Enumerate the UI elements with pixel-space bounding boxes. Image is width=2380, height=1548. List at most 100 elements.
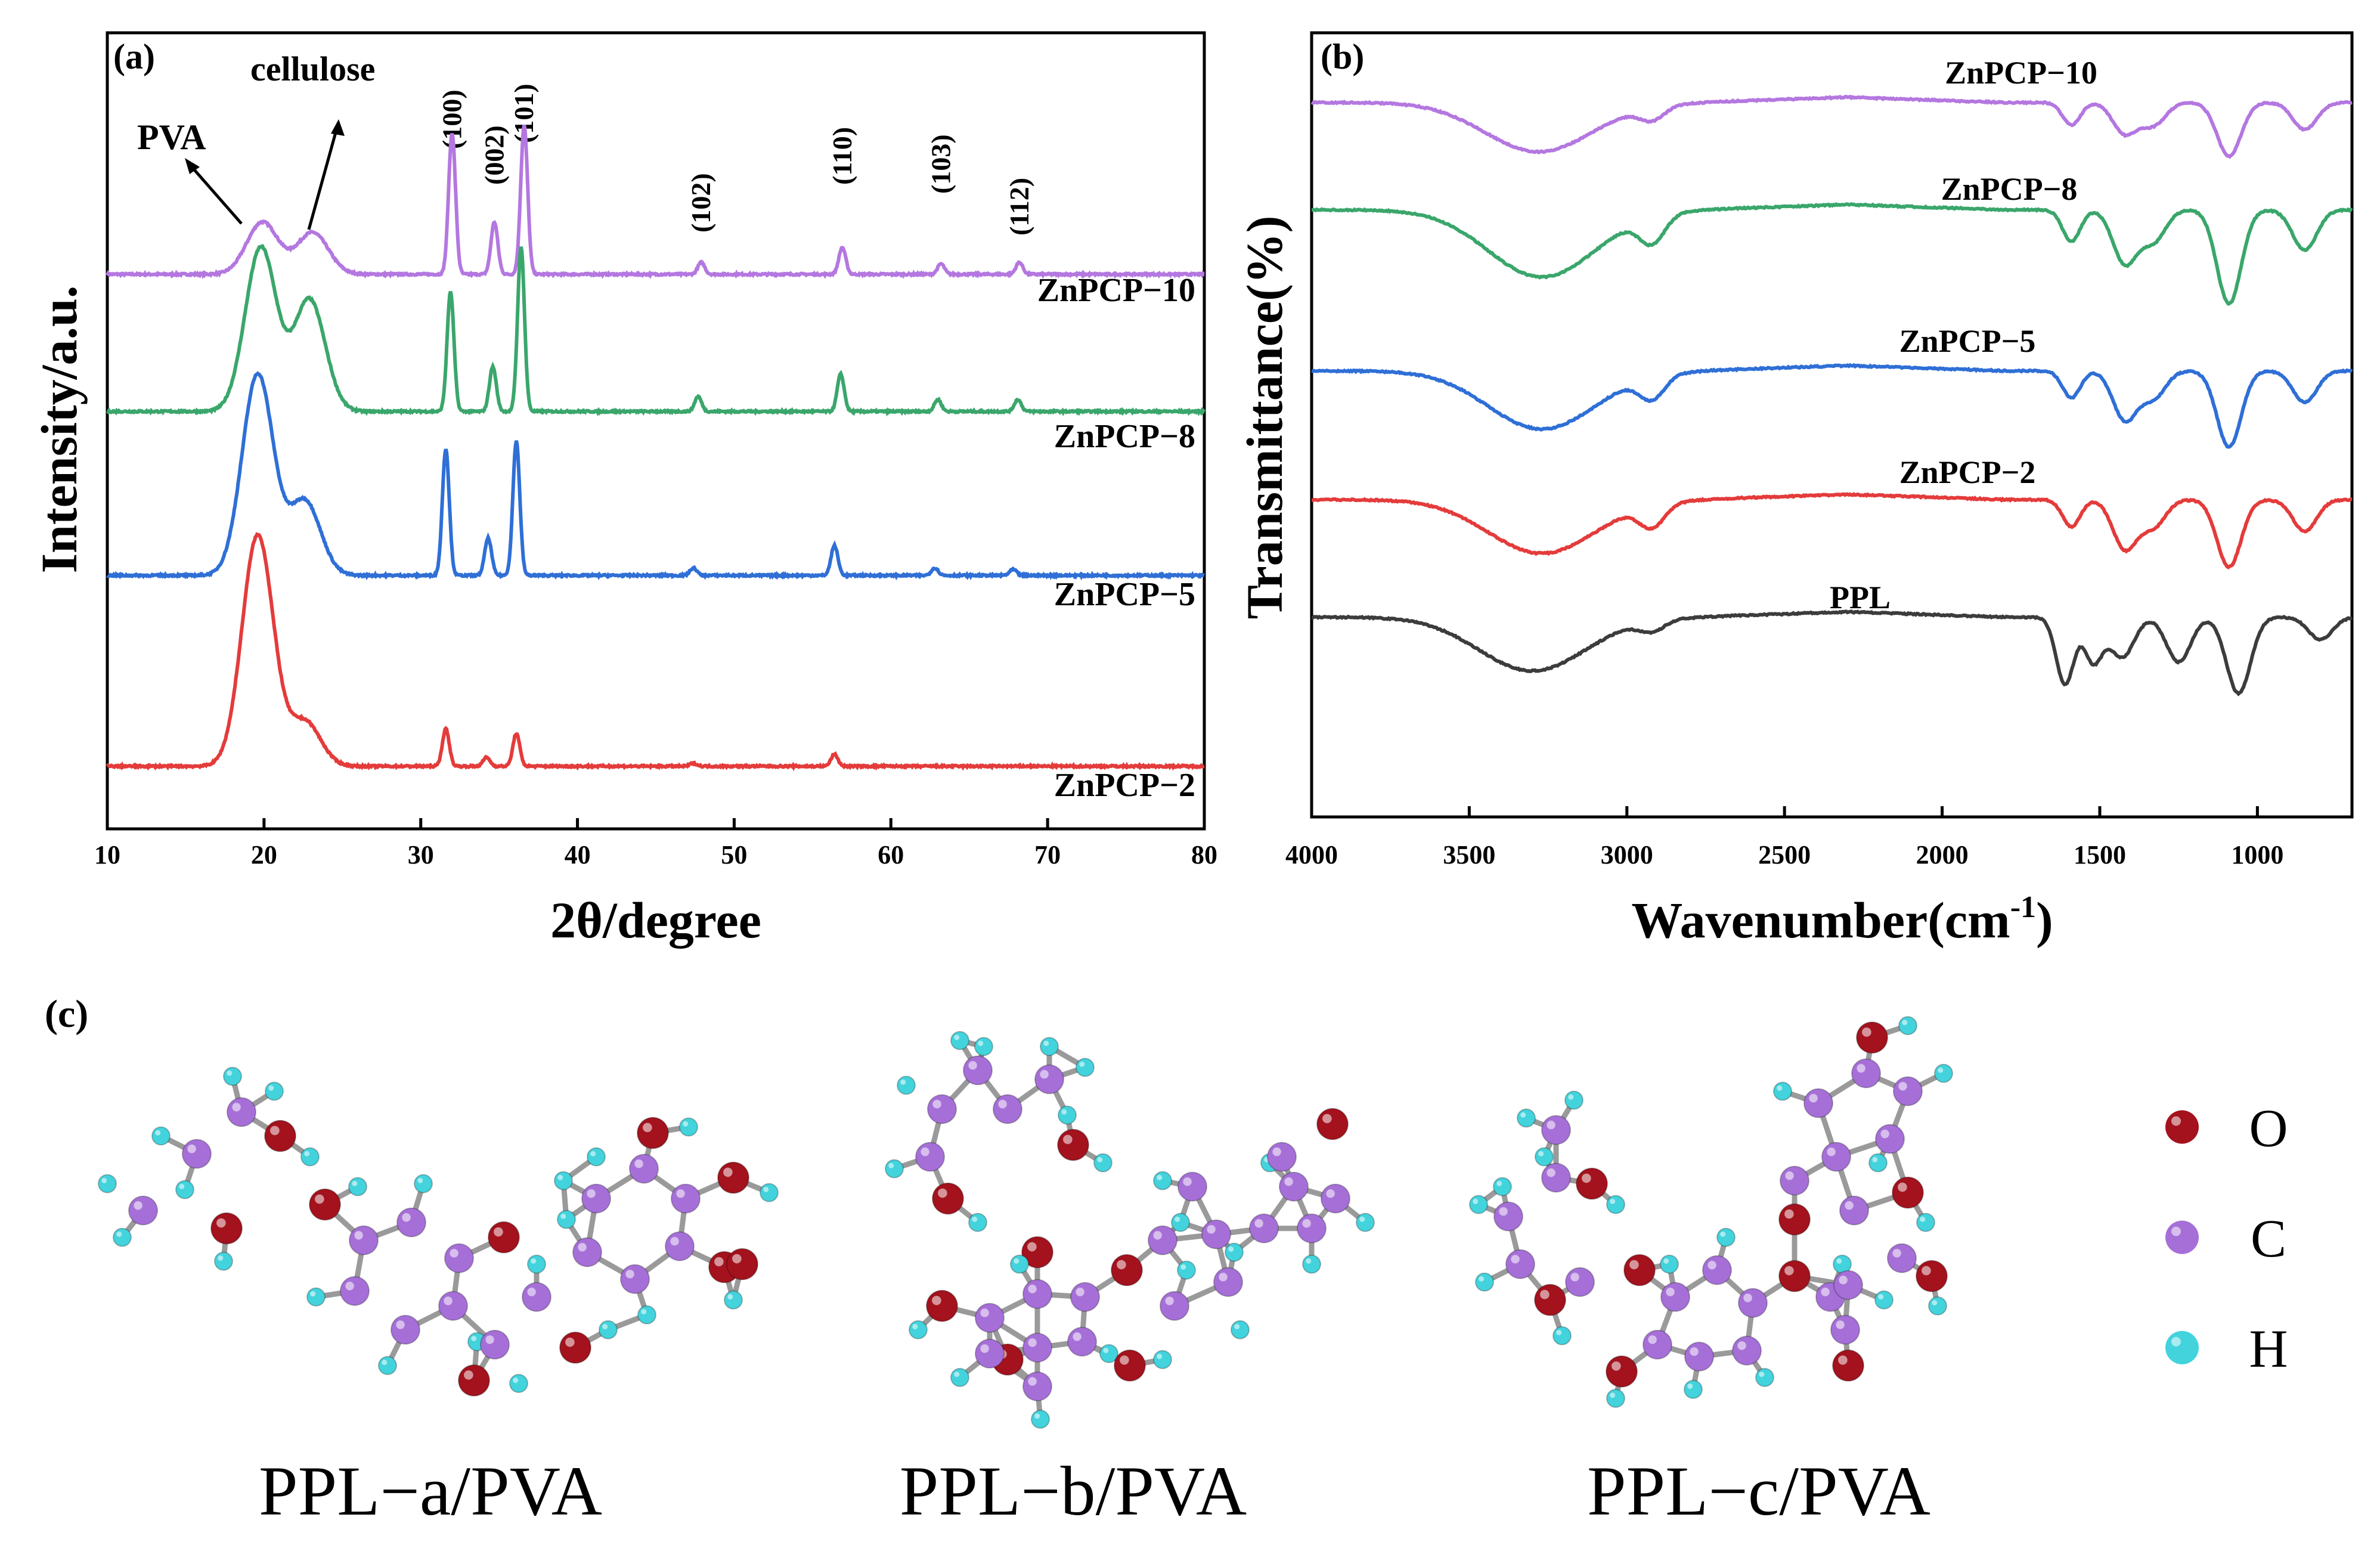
plane-label: (002): [479, 125, 509, 185]
x-axis-title-b-end: ): [2036, 891, 2053, 949]
legend-swatch-c: [2165, 1221, 2199, 1254]
atom-h: [214, 1252, 233, 1271]
atom-c: [1851, 1058, 1881, 1088]
atom-highlight: [1496, 1181, 1502, 1187]
atom-c: [1177, 1172, 1207, 1202]
atom-highlight: [1014, 1258, 1019, 1264]
atom-highlight: [1547, 1168, 1555, 1177]
atom-highlight: [1538, 1151, 1544, 1157]
atom-highlight: [1898, 1182, 1907, 1192]
atom-highlight: [1234, 1324, 1240, 1330]
atom-highlight: [1836, 1320, 1845, 1329]
atom-highlight: [310, 1291, 316, 1297]
atom-highlight: [402, 1213, 411, 1222]
ftir-series-2: [1311, 363, 2353, 449]
atom-h: [1606, 1195, 1625, 1214]
atom-c: [1732, 1336, 1762, 1366]
ftir-series-label-0: ZnPCP−10: [1945, 55, 2097, 91]
x-axis-title-b-main: Wavenumber(cm: [1631, 891, 2010, 949]
atom-h: [414, 1174, 433, 1193]
atom-c: [1070, 1282, 1100, 1312]
atom-highlight: [954, 1035, 960, 1041]
atom-highlight: [1076, 1287, 1084, 1296]
atom-highlight: [1610, 1392, 1616, 1398]
atom-highlight: [1759, 1371, 1765, 1377]
molecule-2: [1469, 1016, 1953, 1408]
atom-o: [926, 1290, 958, 1322]
atom-c: [1279, 1172, 1309, 1202]
atom-highlight: [1687, 1383, 1693, 1389]
atom-c: [340, 1276, 370, 1306]
atom-highlight: [578, 1243, 587, 1252]
atom-highlight: [1582, 1174, 1591, 1183]
atom-h: [348, 1177, 367, 1196]
atom-c: [1839, 1196, 1869, 1225]
atom-highlight: [954, 1371, 960, 1377]
atom-o: [637, 1117, 669, 1149]
atom-c: [1160, 1291, 1189, 1321]
legend-swatch-highlight: [2171, 1337, 2181, 1346]
atom-highlight: [1648, 1335, 1657, 1344]
atom-h: [1153, 1171, 1172, 1190]
atom-h: [1040, 1037, 1059, 1056]
atom-o: [1778, 1203, 1811, 1236]
cellulose-arrow: [307, 128, 339, 230]
molecule-models: [98, 1016, 1953, 1429]
atom-highlight: [1922, 1266, 1931, 1275]
atom-c: [438, 1291, 468, 1321]
atom-highlight: [179, 1184, 185, 1190]
plane-label: (103): [925, 134, 956, 194]
atom-h: [1493, 1177, 1512, 1196]
atom-c: [1738, 1288, 1768, 1318]
atom-c: [1821, 1142, 1851, 1172]
atom-highlight: [625, 1270, 634, 1278]
atom-highlight: [980, 1344, 989, 1353]
atom-c: [1893, 1076, 1923, 1106]
atom-h: [1076, 1058, 1095, 1077]
panel-a-frame: [106, 31, 1206, 831]
atom-highlight: [1690, 1347, 1699, 1356]
atom-highlight: [1254, 1219, 1263, 1228]
atom-highlight: [1473, 1199, 1479, 1205]
atom-highlight: [560, 1213, 566, 1219]
molecule-0: [98, 1067, 779, 1397]
atom-highlight: [938, 1188, 947, 1198]
atom-h: [113, 1228, 132, 1247]
cellulose-annotation: cellulose: [250, 49, 375, 88]
atom-c: [1022, 1279, 1052, 1309]
atom-h: [1535, 1147, 1554, 1166]
atom-highlight: [450, 1249, 458, 1258]
atom-c: [128, 1196, 158, 1225]
atom-c: [963, 1055, 993, 1085]
panel-c-structures: (c) PPL−a/PVA PPL−b/PVA PPL−c/PVA OCH: [45, 992, 2288, 1530]
cellulose-arrowhead: [331, 119, 345, 136]
x-tick-label-a: 10: [94, 840, 120, 869]
atom-h: [1773, 1082, 1792, 1101]
caption-ppl-c: PPL−c/PVA: [1587, 1452, 1930, 1530]
atom-highlight: [227, 1070, 233, 1076]
atom-c: [1833, 1270, 1863, 1300]
atom-h: [1058, 1106, 1077, 1125]
x-axis-title-b: Wavenumber(cm-1): [1631, 890, 2053, 949]
atom-highlight: [1040, 1070, 1049, 1079]
atom-o: [717, 1162, 749, 1194]
atom-o: [1892, 1177, 1924, 1209]
atom-highlight: [345, 1281, 354, 1290]
atom-h: [98, 1174, 117, 1193]
plane-label: (112): [1004, 178, 1034, 236]
atom-c: [444, 1243, 474, 1273]
caption-ppl-b: PPL−b/PVA: [900, 1452, 1247, 1530]
atom-highlight: [116, 1231, 122, 1237]
atom-highlight: [932, 1100, 941, 1109]
atom-highlight: [1219, 1273, 1228, 1281]
atom-h: [1231, 1320, 1250, 1339]
atom-highlight: [354, 1231, 363, 1240]
panel-a-xrd: (a) PVA cellulose (100)(002)(101)(102)(1…: [30, 31, 1217, 949]
atom-highlight: [315, 1194, 324, 1204]
atom-highlight: [1027, 1242, 1037, 1252]
atom-c: [227, 1097, 256, 1127]
x-axis-title-a: 2θ/degree: [550, 891, 761, 949]
atom-o: [1114, 1349, 1146, 1382]
pva-arrow: [190, 165, 243, 225]
atom-c: [1565, 1267, 1595, 1297]
